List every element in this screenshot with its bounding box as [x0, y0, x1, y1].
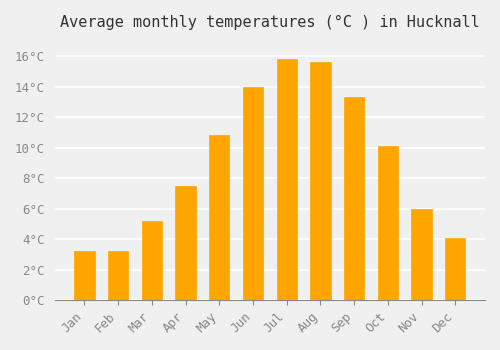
Bar	[310, 62, 330, 300]
Bar	[176, 186, 196, 300]
Bar	[445, 238, 466, 300]
Bar	[243, 87, 263, 300]
Bar	[74, 251, 94, 300]
Bar	[142, 221, 162, 300]
Bar	[344, 97, 364, 300]
Bar	[108, 251, 128, 300]
Title: Average monthly temperatures (°C ) in Hucknall: Average monthly temperatures (°C ) in Hu…	[60, 15, 480, 30]
Bar	[209, 135, 230, 300]
Bar	[378, 146, 398, 300]
Bar	[276, 59, 297, 300]
Bar	[412, 209, 432, 300]
